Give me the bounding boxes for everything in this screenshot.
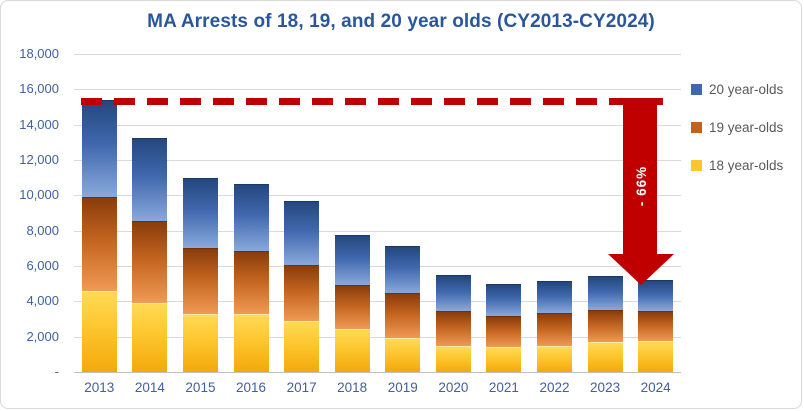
x-tick-label-2022: 2022 [539, 380, 570, 395]
bar-2020-segment-18-year-olds [435, 345, 471, 372]
bar-2017 [284, 54, 320, 372]
y-tick-label: 10,000 [19, 187, 59, 203]
bar-2015-segment-20-year-olds [182, 177, 218, 249]
bar-2014 [132, 54, 168, 372]
legend-item-19-year-olds: 19 year-olds [691, 117, 783, 138]
bar-2024-segment-19-year-olds [638, 311, 674, 342]
bar-2017-segment-20-year-olds [284, 200, 320, 266]
legend-item-18-year-olds: 18 year-olds [691, 155, 783, 176]
bar-2024 [638, 54, 674, 372]
bar-2013 [81, 54, 117, 372]
bar-2013-segment-20-year-olds [81, 99, 117, 198]
gridline [74, 301, 681, 303]
bar-2020 [435, 54, 471, 372]
x-tick-label-2019: 2019 [387, 380, 418, 395]
gridline [74, 266, 681, 267]
bar-2013-segment-19-year-olds [81, 197, 117, 291]
bar-2014-segment-19-year-olds [132, 220, 168, 304]
x-tick-label-2014: 2014 [134, 380, 165, 395]
x-axis-line [74, 372, 681, 373]
bar-2024-segment-20-year-olds [638, 280, 674, 312]
legend-swatch-icon [691, 122, 702, 133]
x-tick-label-2024: 2024 [640, 380, 671, 395]
bar-2019-segment-18-year-olds [385, 337, 421, 372]
legend-label: 20 year-olds [709, 82, 784, 97]
bar-2022-segment-19-year-olds [537, 312, 573, 346]
bar-2015-segment-18-year-olds [182, 313, 218, 372]
bar-2017-segment-18-year-olds [284, 320, 320, 372]
bar-2016-segment-18-year-olds [233, 313, 269, 372]
bar-2023-segment-18-year-olds [587, 341, 623, 372]
legend-item-20-year-olds: 20 year-olds [691, 79, 783, 100]
bar-2018-segment-18-year-olds [334, 328, 370, 372]
bar-2022-segment-20-year-olds [537, 281, 573, 313]
bar-2014-segment-20-year-olds [132, 137, 168, 221]
y-tick-label: 16,000 [19, 81, 59, 97]
legend-swatch-icon [691, 160, 702, 171]
x-tick-label-2017: 2017 [286, 380, 317, 395]
bar-2021-segment-18-year-olds [486, 347, 522, 372]
y-tick-label: 4,000 [26, 293, 59, 309]
y-tick-label: 6,000 [26, 258, 59, 273]
y-tick-label: - [54, 364, 59, 379]
y-tick-label: 18,000 [19, 46, 59, 61]
legend-swatch-icon [691, 84, 702, 95]
bar-2023-segment-20-year-olds [587, 275, 623, 311]
y-tick-label: 2,000 [26, 328, 59, 344]
decline-arrow [608, 98, 674, 285]
bar-2022-segment-18-year-olds [537, 345, 573, 372]
bar-2021 [486, 54, 522, 372]
y-axis-labels: 18,000 16,000 14,000 12,000 10,000 8,000 6,000… [5, 47, 65, 379]
gridline [74, 160, 681, 161]
bar-2013-segment-18-year-olds [81, 290, 117, 372]
decline-arrow-label: - 66% [633, 165, 649, 207]
plot-area: - 66% [74, 54, 681, 373]
bar-2017-segment-19-year-olds [284, 265, 320, 321]
bar-2018 [334, 54, 370, 372]
gridline [74, 54, 681, 55]
gridline [74, 336, 681, 338]
gridline [74, 195, 681, 197]
bar-2020-segment-20-year-olds [435, 274, 471, 312]
gridline [74, 230, 681, 232]
chart-title: MA Arrests of 18, 19, and 20 year olds (… [147, 11, 655, 32]
bar-2015 [182, 54, 218, 372]
bar-2019-segment-19-year-olds [385, 293, 421, 338]
bar-2020-segment-19-year-olds [435, 311, 471, 346]
bar-2019 [385, 54, 421, 372]
legend: 20 year-olds 19 year-olds 18 year-olds [691, 79, 783, 193]
gridline [74, 89, 681, 91]
x-tick-label-2021: 2021 [488, 380, 519, 395]
bar-2021-segment-19-year-olds [486, 316, 522, 348]
y-tick-label: 12,000 [19, 152, 59, 167]
decline-reference-dashed-line [81, 98, 673, 105]
bar-2024-segment-18-year-olds [638, 341, 674, 372]
x-axis-labels: 2013 2014 2015 2016 2017 2018 2019 2020 2021 2022… [74, 380, 681, 395]
x-tick-label-2013: 2013 [84, 380, 115, 395]
x-tick-label-2016: 2016 [236, 380, 267, 395]
bar-2016 [233, 54, 269, 372]
bar-2014-segment-18-year-olds [132, 303, 168, 372]
bar-2018-segment-19-year-olds [334, 285, 370, 329]
bar-2019-segment-20-year-olds [385, 245, 421, 294]
gridline [74, 124, 681, 126]
bar-2018-segment-20-year-olds [334, 235, 370, 286]
bar-2015-segment-19-year-olds [182, 248, 218, 314]
bar-2016-segment-20-year-olds [233, 183, 269, 251]
x-tick-label-2018: 2018 [337, 380, 368, 395]
decline-arrow-shape [608, 98, 674, 285]
bar-2022 [537, 54, 573, 372]
bar-2021-segment-20-year-olds [486, 283, 522, 317]
legend-label: 18 year-olds [709, 158, 784, 173]
x-tick-label-2015: 2015 [185, 380, 216, 395]
y-tick-label: 8,000 [26, 222, 59, 238]
legend-label: 19 year-olds [709, 120, 784, 135]
bar-2016-segment-19-year-olds [233, 251, 269, 314]
x-tick-label-2020: 2020 [438, 380, 469, 395]
bar-2023-segment-19-year-olds [587, 310, 623, 342]
y-tick-label: 14,000 [19, 116, 59, 132]
x-tick-label-2023: 2023 [590, 380, 621, 395]
bar-2023 [587, 54, 623, 372]
